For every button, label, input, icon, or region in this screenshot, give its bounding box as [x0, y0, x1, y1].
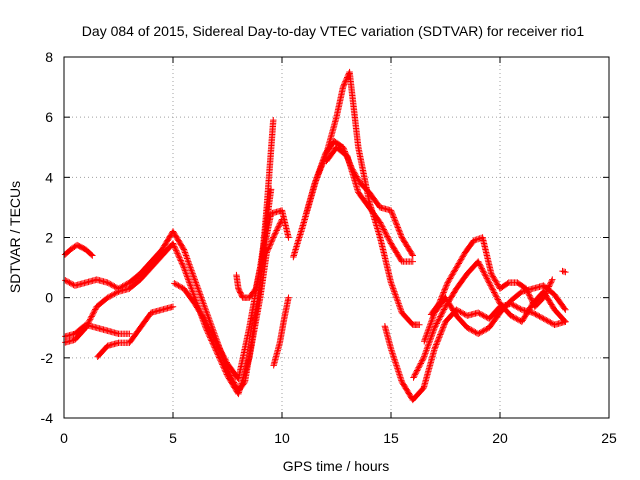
y-tick-label: 0: [45, 290, 53, 306]
series-track-12: [381, 300, 569, 404]
series-track-14: [421, 282, 569, 345]
x-tick-label: 5: [169, 430, 177, 446]
series-track-4: [94, 303, 177, 360]
data-marks: [62, 321, 133, 340]
y-tick-label: -2: [41, 350, 54, 366]
data-marks: [296, 138, 416, 259]
x-tick-label: 0: [60, 430, 68, 446]
data-marks: [559, 267, 569, 276]
data-marks: [61, 241, 96, 259]
series-track-2: [61, 241, 96, 259]
data-marks: [94, 303, 177, 360]
y-tick-label: -4: [41, 410, 54, 426]
data-marks: [323, 144, 416, 265]
axis-ticks: 0 5 10 15 20 25 -4 -2 0 2 4 6 8: [41, 49, 617, 446]
series-track-15: [427, 234, 556, 318]
series-track-13: [410, 258, 569, 381]
data-marks: [233, 186, 275, 301]
x-tick-label: 25: [601, 430, 617, 446]
series-track-7: [233, 186, 275, 301]
data-marks: [421, 282, 569, 345]
data-marks: [270, 294, 292, 369]
y-tick-label: 4: [45, 169, 53, 185]
x-axis-label: GPS time / hours: [283, 458, 390, 474]
data-marks: [427, 234, 556, 318]
x-tick-label: 15: [383, 430, 399, 446]
series-track-16: [559, 267, 569, 276]
x-tick-label: 20: [492, 430, 508, 446]
y-tick-label: 6: [45, 109, 53, 125]
x-tick-label: 10: [274, 430, 290, 446]
y-tick-label: 8: [45, 49, 53, 65]
y-axis-label: SDTVAR / TECUs: [7, 181, 23, 293]
series-track-11: [323, 144, 416, 265]
series-group: [61, 68, 569, 404]
y-tick-label: 2: [45, 230, 53, 246]
data-marks: [410, 258, 569, 381]
series-track-10: [296, 138, 416, 259]
series-track-8: [270, 294, 292, 369]
data-marks: [381, 300, 569, 404]
series-track-5: [62, 321, 133, 340]
chart-title: Day 084 of 2015, Sidereal Day-to-day VTE…: [82, 23, 585, 39]
